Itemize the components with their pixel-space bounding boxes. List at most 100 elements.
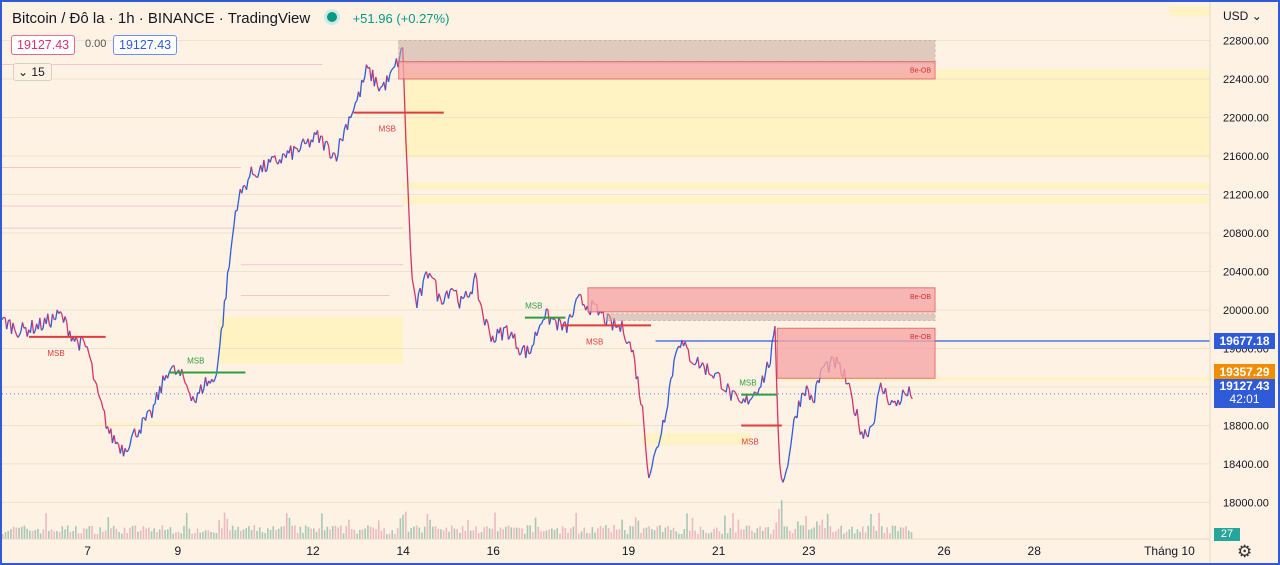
candle	[870, 424, 874, 427]
candle	[774, 326, 778, 383]
candle	[575, 296, 579, 300]
volume-bar	[843, 533, 845, 539]
candle	[727, 383, 730, 389]
candle	[184, 382, 188, 386]
candle	[862, 429, 866, 439]
y-tick-label: 18800.00	[1223, 420, 1269, 432]
volume-bar	[602, 527, 604, 539]
volume-bar	[572, 526, 575, 539]
candle	[730, 390, 734, 401]
volume-bar	[910, 532, 913, 539]
candle	[291, 146, 295, 160]
candle	[201, 388, 205, 394]
candle	[116, 441, 120, 446]
candle	[438, 293, 442, 300]
candle	[339, 137, 342, 140]
candle	[365, 64, 369, 69]
volume-tag: 27	[1214, 528, 1240, 541]
volume-bar	[175, 532, 177, 539]
candle	[18, 331, 22, 336]
interval-label[interactable]: 1h	[117, 10, 135, 27]
y-tick-label: 20000.00	[1223, 305, 1269, 317]
candle	[799, 393, 803, 407]
candle	[577, 293, 580, 298]
x-tick-label: 21	[712, 544, 726, 558]
volume-bar	[818, 525, 821, 539]
volume-bar	[629, 525, 632, 539]
volume-bar	[421, 532, 423, 539]
volume-bar	[578, 533, 580, 539]
volume-bar	[580, 531, 583, 539]
volume-bar	[199, 532, 202, 539]
candle	[302, 138, 306, 145]
volume-bar	[148, 527, 150, 539]
candle	[33, 330, 36, 335]
candle	[129, 437, 133, 447]
candle	[648, 472, 652, 479]
volume-bar	[583, 527, 586, 539]
candle	[621, 320, 625, 334]
volume-bar	[807, 529, 810, 539]
volume-bar	[515, 527, 518, 539]
candle	[872, 422, 875, 426]
candle	[408, 213, 412, 252]
volume-bar	[256, 530, 258, 539]
y-tick-label: 22000.00	[1223, 112, 1269, 124]
buy-price-box[interactable]: 19127.43	[113, 35, 178, 55]
candle	[712, 373, 716, 379]
volume-bar	[732, 513, 734, 539]
volume-bar	[69, 531, 72, 539]
volume-bar	[848, 529, 851, 539]
volume-bar	[31, 531, 34, 539]
candle	[225, 272, 229, 299]
volume-bar	[418, 527, 421, 539]
volume-bar	[185, 512, 188, 539]
volume-bar	[45, 513, 47, 539]
candle	[439, 298, 443, 305]
volume-bar	[326, 526, 329, 539]
volume-bar	[883, 532, 886, 539]
volume-bar	[526, 525, 529, 539]
candle	[192, 396, 196, 402]
candle	[212, 378, 216, 383]
candle	[491, 335, 495, 343]
candle	[485, 318, 489, 324]
candle	[902, 389, 905, 394]
volume-bar	[521, 528, 523, 539]
candle	[228, 250, 232, 268]
volume-bar	[313, 528, 315, 539]
volume-bar	[39, 533, 42, 539]
volume-bar	[851, 526, 853, 539]
candle	[318, 135, 322, 144]
volume-bar	[91, 525, 93, 539]
volume-bar	[4, 532, 7, 539]
volume-bar	[118, 531, 120, 539]
candle	[796, 400, 800, 419]
volume-bar	[134, 525, 137, 539]
candle	[687, 349, 691, 362]
volume-bar	[905, 526, 907, 539]
currency-selector[interactable]: USD ⌄	[1223, 9, 1262, 23]
volume-bar	[399, 518, 402, 539]
volume-bar	[372, 527, 375, 539]
symbol-title[interactable]: Bitcoin / Đô la	[12, 10, 105, 27]
volume-bar	[713, 528, 715, 539]
sell-price-box[interactable]: 19127.43	[11, 35, 76, 55]
candle	[447, 290, 451, 299]
gear-icon[interactable]: ⚙	[1237, 542, 1253, 561]
x-tick-label: 28	[1028, 544, 1042, 558]
volume-bar	[740, 529, 742, 539]
volume-bar	[110, 528, 112, 539]
indicators-toggle[interactable]: ⌄ 15	[13, 63, 52, 81]
y-tick-label: 18400.00	[1223, 459, 1269, 471]
volume-bar	[789, 530, 791, 539]
candle	[359, 79, 363, 97]
volume-bar	[686, 513, 688, 539]
candle	[356, 91, 360, 101]
candle	[223, 298, 227, 302]
structure-label: MSB	[379, 125, 396, 134]
volume-bar	[556, 528, 559, 539]
volume-bar	[908, 530, 910, 539]
volume-bar	[626, 533, 629, 539]
